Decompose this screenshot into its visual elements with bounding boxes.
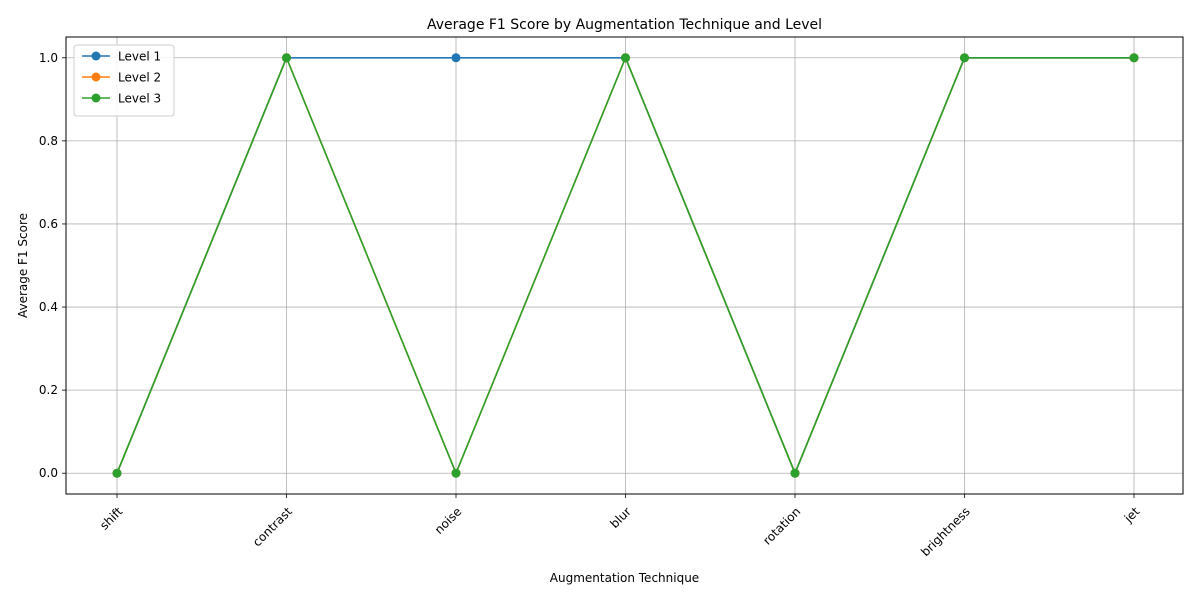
data-point — [621, 53, 630, 63]
legend-item: Level 1 — [82, 50, 161, 64]
x-axis-label: Augmentation Technique — [550, 571, 699, 585]
legend-marker — [91, 93, 101, 103]
y-tick-label: 0.2 — [39, 383, 58, 397]
data-point — [960, 53, 969, 63]
legend: Level 1 Level 2 Level 3 — [73, 44, 175, 117]
legend-item: Level 3 — [82, 92, 161, 106]
y-axis-label: Average F1 Score — [16, 213, 30, 318]
data-point — [282, 53, 291, 63]
legend-marker — [91, 72, 101, 82]
y-tick-label: 0.4 — [39, 300, 58, 314]
series-level-3 — [112, 53, 1139, 478]
legend-marker — [91, 51, 101, 61]
data-point — [790, 468, 800, 478]
chart-title: Average F1 Score by Augmentation Techniq… — [427, 17, 822, 33]
data-point — [451, 53, 461, 63]
legend-item: Level 2 — [82, 71, 161, 85]
plot-frame — [65, 36, 1184, 495]
series-layer — [112, 53, 1139, 478]
legend-label: Level 2 — [118, 71, 161, 85]
data-point — [112, 468, 122, 478]
legend-label: Level 1 — [118, 50, 161, 64]
y-tick-label: 0.8 — [39, 134, 58, 148]
y-tick-label: 0.6 — [39, 217, 58, 231]
y-tick-label: 1.0 — [39, 51, 58, 65]
data-point — [1129, 53, 1139, 63]
legend-label: Level 3 — [118, 92, 161, 106]
y-tick-label: 0.0 — [39, 466, 58, 480]
data-point — [451, 468, 461, 478]
